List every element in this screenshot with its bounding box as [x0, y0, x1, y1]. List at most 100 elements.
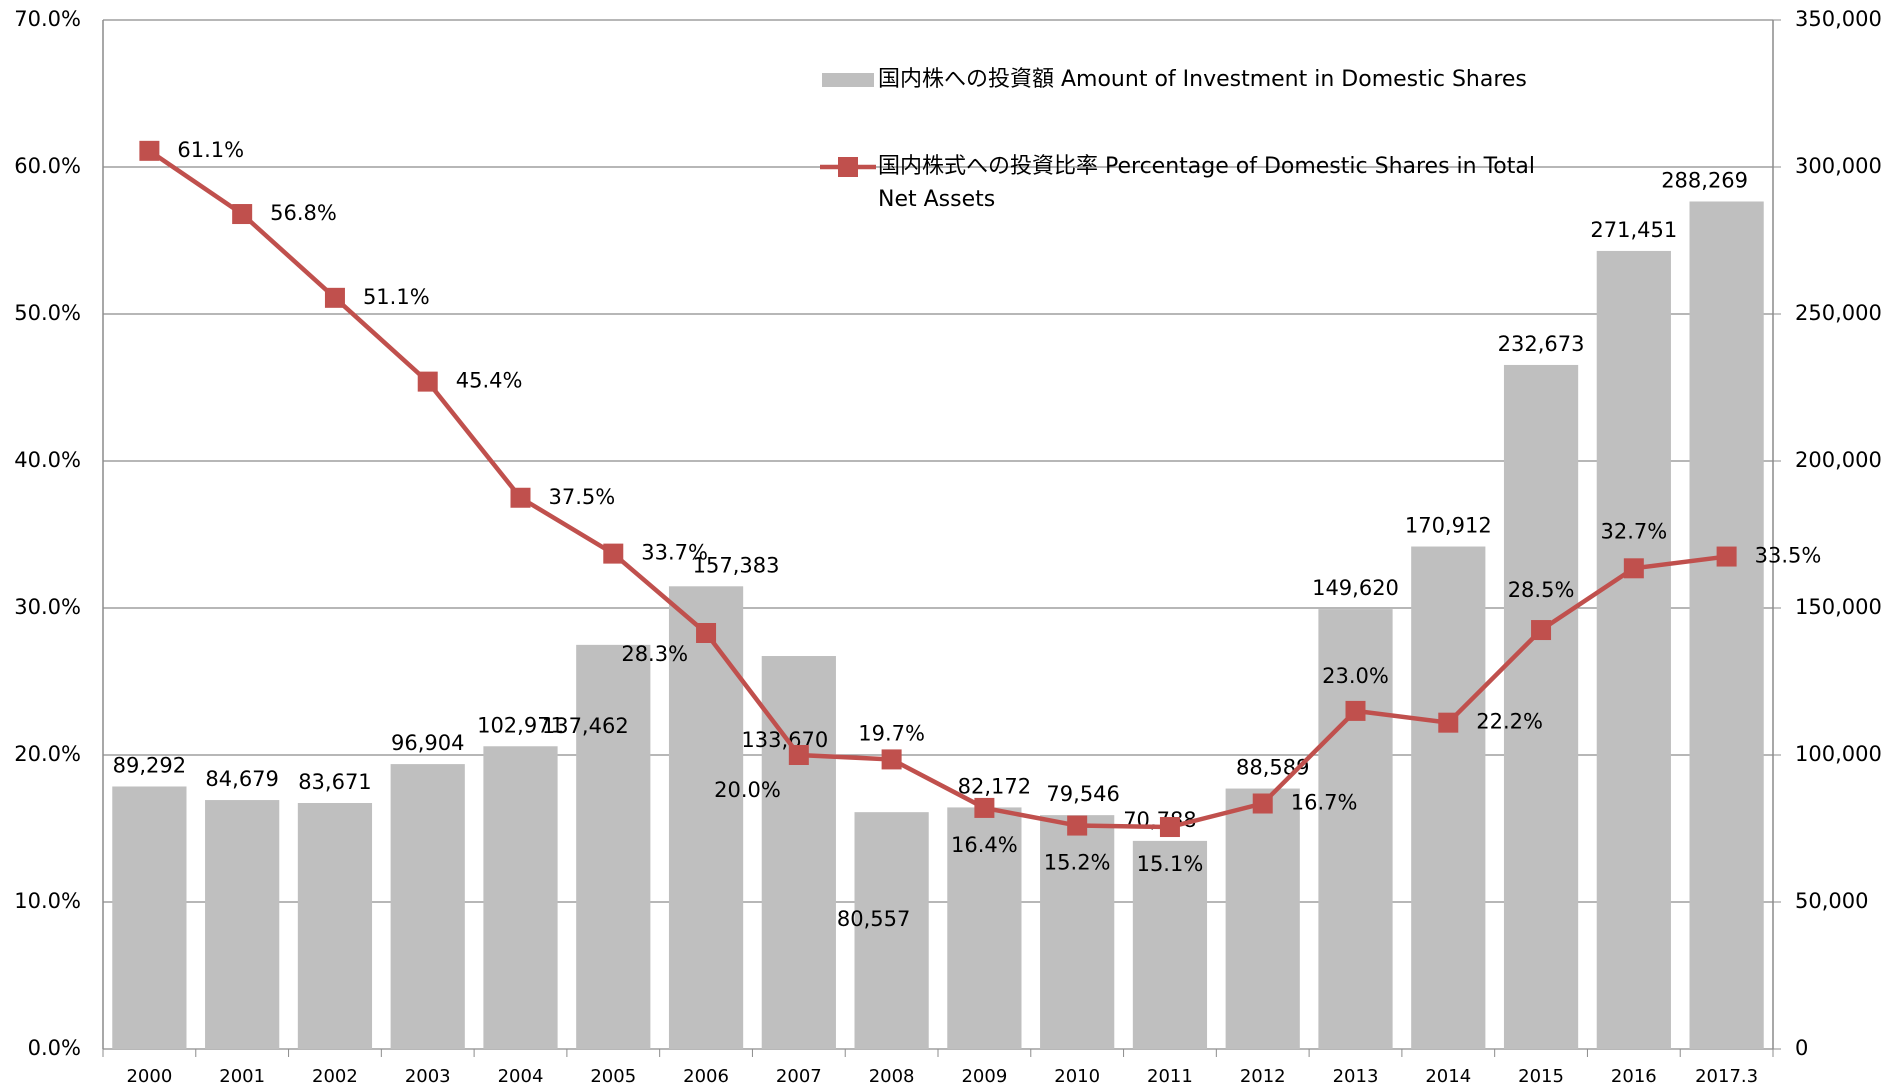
bar [1596, 250, 1671, 1049]
y2-tick-label: 300,000 [1795, 154, 1882, 178]
x-tick-label: 2014 [1425, 1066, 1471, 1086]
x-tick-label: 2004 [498, 1066, 544, 1086]
line-marker [788, 745, 809, 765]
line-marker [1345, 700, 1366, 721]
line-marker [1252, 793, 1273, 814]
y2-tick-label: 50,000 [1795, 889, 1868, 913]
x-tick-label: 2006 [683, 1066, 729, 1086]
x-tick-label: 2013 [1333, 1066, 1379, 1086]
y2-tick-label: 350,000 [1795, 7, 1882, 31]
bar [112, 786, 187, 1049]
line-marker [1067, 815, 1088, 836]
y-tick-label: 10.0% [14, 889, 81, 913]
line-value-label: 20.0% [714, 778, 781, 802]
bar [1411, 546, 1486, 1049]
line [148, 148, 1727, 830]
y2-tick-label: 250,000 [1795, 301, 1882, 325]
x-tick-label: 2001 [219, 1066, 265, 1086]
line-value-label: 28.3% [621, 642, 688, 666]
bar [761, 656, 836, 1049]
line-value-label: 32.7% [1600, 519, 1667, 543]
y2-tick-label: 200,000 [1795, 448, 1882, 472]
line-value-label: 15.2% [1044, 851, 1111, 875]
line-value-label: 28.5% [1508, 578, 1575, 602]
x-tick-label: 2016 [1611, 1066, 1657, 1086]
line-marker [974, 797, 995, 818]
bar [297, 803, 373, 1049]
bar-value-label: 82,172 [958, 774, 1031, 798]
bar-value-label: 89,292 [113, 753, 186, 777]
line-marker [696, 622, 717, 643]
line-marker [417, 371, 438, 392]
y-tick-label: 40.0% [14, 448, 81, 472]
line-marker [1438, 712, 1459, 733]
bar [1689, 201, 1764, 1049]
x-tick-label: 2012 [1240, 1066, 1286, 1086]
line-marker [1159, 817, 1180, 838]
x-tick-label: 2009 [961, 1066, 1007, 1086]
line-marker [1623, 558, 1644, 579]
x-tick-label: 2000 [126, 1066, 172, 1086]
bar [1040, 815, 1115, 1049]
bar [1318, 609, 1393, 1049]
bar-value-label: 288,269 [1661, 168, 1748, 192]
bar [205, 800, 280, 1049]
line-value-label: 33.5% [1755, 544, 1822, 568]
line-value-label: 56.8% [270, 201, 337, 225]
line-marker [1531, 620, 1552, 641]
line-value-label: 51.1% [363, 285, 430, 309]
x-tick-label: 2015 [1518, 1066, 1564, 1086]
line-value-label: 16.4% [951, 833, 1018, 857]
line-marker [881, 749, 902, 770]
y2-tick-label: 100,000 [1795, 742, 1882, 766]
bar-value-label: 83,671 [298, 770, 371, 794]
bar-value-label: 102,971 [477, 713, 564, 737]
line-value-label: 19.7% [858, 721, 925, 745]
y-tick-label: 60.0% [14, 154, 81, 178]
line-value-label: 15.1% [1137, 852, 1204, 876]
y2-tick-label: 0 [1795, 1036, 1808, 1060]
bar-value-label: 157,383 [693, 553, 780, 577]
bar [1132, 840, 1208, 1049]
bar-value-label: 149,620 [1312, 576, 1399, 600]
bar-value-label: 84,679 [205, 767, 278, 791]
line-value-label: 45.4% [456, 369, 523, 393]
bar-value-label: 96,904 [391, 731, 464, 755]
y-tick-label: 50.0% [14, 301, 81, 325]
x-tick-label: 2017.3 [1695, 1066, 1758, 1086]
x-tick-label: 2011 [1147, 1066, 1193, 1086]
line-value-label: 16.7% [1291, 791, 1358, 815]
y-tick-label: 20.0% [14, 742, 81, 766]
line-marker [139, 140, 160, 161]
line-marker [232, 204, 253, 225]
line-marker [603, 543, 624, 564]
bar [947, 807, 1022, 1049]
legend-swatch-marker [838, 157, 858, 177]
y-tick-label: 0.0% [28, 1036, 81, 1060]
line-value-label: 33.7% [641, 541, 708, 565]
bar [390, 764, 465, 1049]
line-value-label: 37.5% [549, 485, 616, 509]
y-tick-label: 30.0% [14, 595, 81, 619]
legend-label: 国内株式への投資比率 Percentage of Domestic Shares… [878, 154, 1535, 212]
line-marker [324, 287, 345, 308]
bar [1503, 364, 1579, 1049]
x-tick-label: 2010 [1054, 1066, 1100, 1086]
x-tick-label: 2003 [405, 1066, 451, 1086]
bar [576, 644, 651, 1049]
bar-value-label: 79,546 [1046, 782, 1119, 806]
bar-value-label: 271,451 [1590, 218, 1677, 242]
bar-value-label: 232,673 [1498, 332, 1585, 356]
legend-swatch-bar [822, 73, 874, 87]
bar [854, 812, 929, 1049]
line-marker [1716, 546, 1737, 567]
line-value-label: 22.2% [1476, 710, 1543, 734]
x-tick-label: 2002 [312, 1066, 358, 1086]
bar [1225, 788, 1300, 1049]
x-tick-label: 2005 [590, 1066, 636, 1086]
bar-value-label: 80,557 [837, 907, 910, 931]
bar-value-label: 137,462 [542, 714, 629, 738]
bar [483, 746, 558, 1049]
